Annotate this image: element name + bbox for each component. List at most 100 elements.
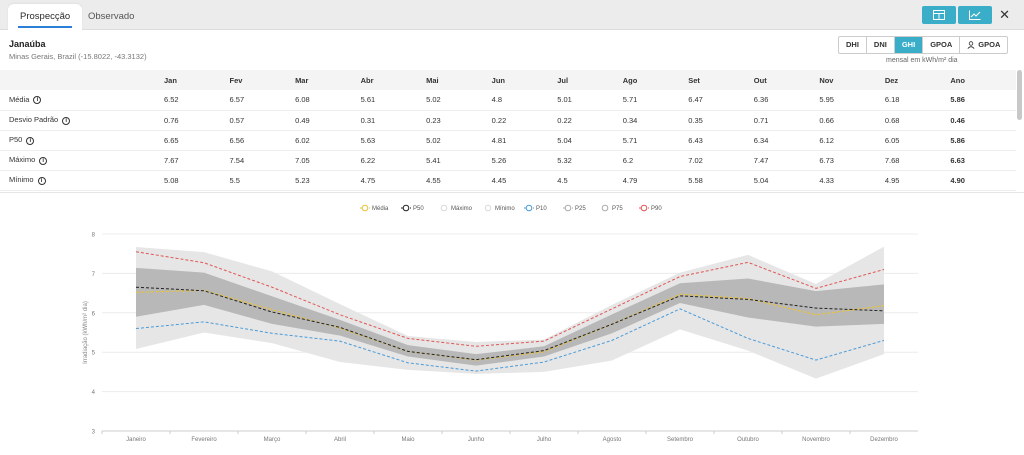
table-header-row: Jan Fev Mar Abr Mai Jun Jul Ago Set Out Nov Dez Ano [0,70,1016,90]
tab-observado[interactable]: Observado [88,11,135,22]
column-header: Dez [884,75,899,85]
info-icon[interactable]: i [37,176,46,185]
max-min-band [136,246,884,379]
table-cell: 4.33 [819,170,885,191]
y-tick-label: 5 [92,351,96,357]
table-cell: 6.08 [295,90,361,111]
table-cell: 5.02 [426,90,492,111]
column-header: Mai [426,75,439,85]
table-cell: 7.47 [753,150,820,171]
info-icon[interactable]: i [62,116,71,125]
row-label: Mínimo [9,175,34,185]
table-cell: 7.02 [688,150,754,171]
irradiance-mode-selector: DHI DNI GHI GPOA GPOA [838,36,1009,54]
column-header: Ano [950,75,965,85]
row-label: P50 [9,135,23,145]
column-header: Jun [491,75,505,85]
mode-gpoa-custom-button[interactable]: GPOA [960,37,1007,53]
x-tick-label: Novembro [802,437,830,443]
column-header: Jan [164,75,177,85]
info-icon[interactable]: i [33,96,42,105]
table-cell: 6.22 [360,150,427,171]
p10-line [135,308,885,372]
table-cell: 0.23 [426,110,492,131]
table-cell: 0.76 [164,110,230,131]
column-header: Out [753,75,767,85]
x-tick-label: Julho [537,437,552,443]
table-icon [933,10,945,20]
scrollbar[interactable] [1017,70,1022,120]
table-cell: 4.81 [491,130,558,151]
legend-label: P50 [413,206,424,212]
y-tick-label: 8 [92,233,96,239]
table-cell: 5.58 [688,170,754,191]
x-tick-label: Fevereiro [191,437,217,443]
table-cell: 7.05 [295,150,361,171]
column-header: Fev [229,75,243,85]
legend-marker [601,204,609,212]
table-cell: 0.68 [884,110,951,131]
row-label: Média [9,95,30,105]
legend-label: Mínimo [495,206,515,212]
p50-line [135,286,885,361]
legend-label: Máximo [451,206,473,212]
table-cell: 6.2 [622,150,689,171]
table-cell: 7.67 [164,150,230,171]
mode-dhi-button[interactable]: DHI [839,37,867,53]
y-tick-label: 3 [92,430,96,436]
mode-dni-button[interactable]: DNI [867,37,895,53]
top-bar: Prospecção Observado ✕ [0,0,1024,30]
table-cell: 5.23 [295,170,361,191]
table-cell: 6.34 [753,130,820,151]
legend-label: Média [372,206,389,212]
table-cell: 0.31 [360,110,427,131]
legend-marker [640,204,648,212]
tab-prospeccao[interactable]: Prospecção [8,4,83,30]
p25-p75-band [136,267,884,366]
table-cell: 5.04 [753,170,820,191]
table-cell: 5.01 [557,90,623,111]
info-icon[interactable]: i [39,156,48,165]
x-tick-label: Março [264,437,281,443]
table-cell: 6.52 [164,90,230,111]
x-tick-label: Agosto [603,437,622,443]
table-cell: 6.57 [229,90,296,111]
legend-label: P75 [612,206,623,212]
table-cell: 5.5 [229,170,296,191]
units-label: mensal em kWh/m² dia [886,57,958,64]
mode-gpoa-button[interactable]: GPOA [923,37,961,53]
table-cell: 7.68 [884,150,951,171]
chart-view-button[interactable] [958,6,992,24]
table-cell: 4.45 [491,170,558,191]
x-tick-label: Outubro [737,437,759,443]
mode-ghi-button[interactable]: GHI [894,37,924,53]
table-cell: 0.57 [229,110,296,131]
table-row: Máximo i 7.67 7.54 7.05 6.22 5.41 5.26 5.32 6.2 7.… [0,150,1016,171]
table-cell: 5.71 [622,130,689,151]
x-tick-label: Janeiro [126,437,146,443]
row-label-cell: P50 i [0,130,164,151]
table-cell: 0.49 [295,110,361,131]
table-cell: 0.34 [622,110,689,131]
table-cell: 6.56 [229,130,296,151]
table-cell: 4.95 [884,170,951,191]
table-cell: 0.35 [688,110,754,131]
table-cell: 5.04 [557,130,623,151]
y-tick-label: 6 [92,311,96,317]
legend-marker [440,204,448,212]
table-cell: 4.55 [426,170,492,191]
close-icon[interactable]: ✕ [999,7,1010,22]
location-title: Janaúba [9,39,46,49]
info-icon[interactable]: i [26,136,35,145]
table-view-button[interactable] [922,6,956,24]
table-cell: 6.36 [753,90,820,111]
table-cell: 6.05 [884,130,951,151]
table-cell: 6.02 [295,130,361,151]
table-cell: 0.66 [819,110,885,131]
x-tick-label: Dezembro [870,437,898,443]
row-label: Desvio Padrão [9,115,59,125]
table-cell: 5.08 [164,170,230,191]
row-label-cell: Desvio Padrão i [0,110,164,131]
location-subtitle: Minas Gerais, Brazil (-15.8022, -43.3132… [9,52,147,61]
y-axis-label: Irradiação (kWh/m² dia) [83,301,89,364]
